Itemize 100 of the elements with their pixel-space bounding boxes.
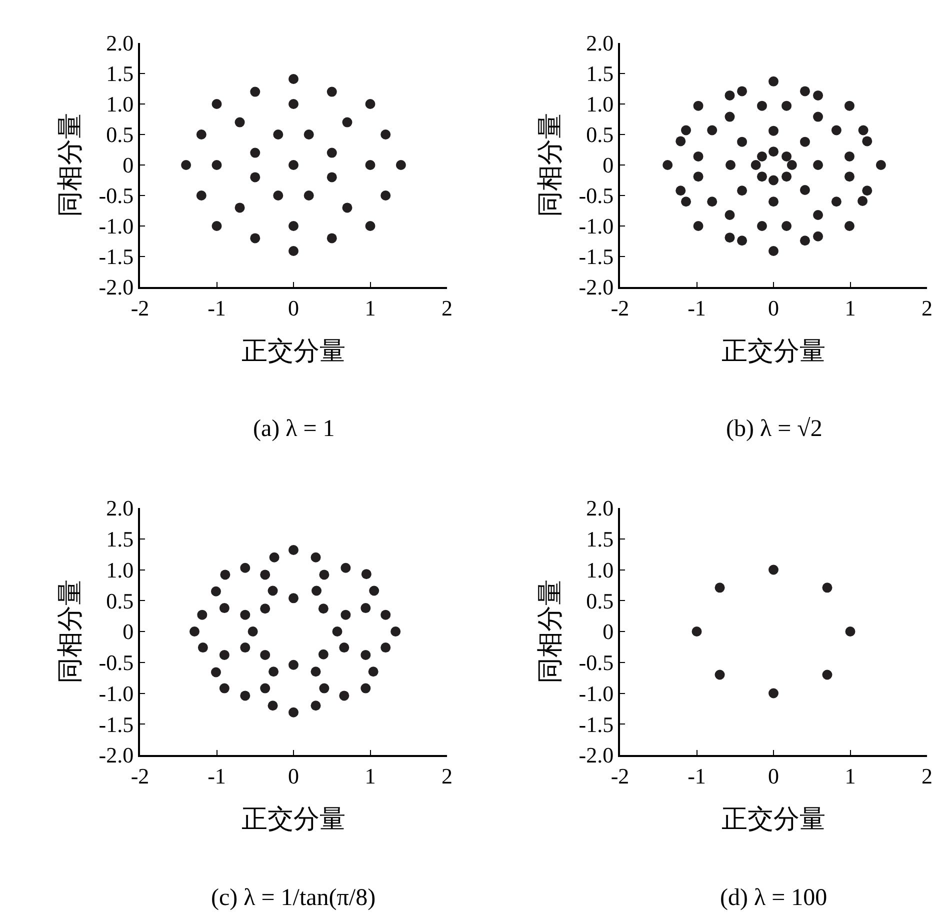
y-tick-label: -1.0 <box>98 214 134 239</box>
point <box>662 160 673 170</box>
point <box>756 100 767 111</box>
point <box>368 666 378 677</box>
x-tick-label: 0 <box>288 763 299 788</box>
point <box>693 100 704 111</box>
point <box>361 569 372 580</box>
point <box>304 130 314 140</box>
y-tick-label: -1.0 <box>578 214 614 239</box>
point <box>756 172 767 182</box>
point <box>724 90 735 100</box>
point <box>844 221 854 231</box>
point <box>219 683 230 694</box>
point <box>273 190 284 200</box>
point <box>800 185 810 196</box>
point <box>380 190 391 200</box>
text: (d) λ = 100 <box>720 885 828 911</box>
point <box>310 666 321 677</box>
point <box>340 610 351 620</box>
point <box>676 186 686 196</box>
y-tick-label: 1.5 <box>106 526 134 552</box>
y-tick-label: -1.5 <box>578 244 614 270</box>
point <box>340 562 351 573</box>
point <box>813 90 824 100</box>
point <box>198 642 208 653</box>
text: (a) λ = 1 <box>253 416 335 442</box>
point <box>268 586 278 596</box>
point <box>726 160 736 170</box>
text: (c) λ = 1/tan(π/8) <box>211 885 376 911</box>
point <box>693 172 704 182</box>
point <box>707 125 718 136</box>
y-tick-label: 1.0 <box>106 92 134 117</box>
point <box>197 610 208 620</box>
point <box>248 626 258 636</box>
point <box>288 246 298 256</box>
point <box>707 196 718 207</box>
y-axis-title: 同相分量 <box>56 113 85 217</box>
y-axis-title: 同相分量 <box>536 113 565 217</box>
point <box>800 136 810 147</box>
x-tick-label: 0 <box>768 295 779 320</box>
point <box>365 160 376 170</box>
y-tick-label: -0.5 <box>578 183 614 208</box>
point <box>369 586 380 596</box>
point <box>844 172 854 182</box>
x-tick-label: 2 <box>442 763 452 788</box>
y-tick-label: 1.0 <box>106 557 134 582</box>
point <box>876 160 886 170</box>
x-tick-label: 2 <box>922 295 932 320</box>
y-tick-label: -1.5 <box>578 712 614 737</box>
point <box>724 232 735 243</box>
x-tick-label: -1 <box>688 763 706 788</box>
point <box>234 202 245 213</box>
point <box>260 650 270 660</box>
x-tick-label: 2 <box>922 763 932 788</box>
point <box>692 626 702 636</box>
point <box>250 148 260 158</box>
point <box>737 86 748 96</box>
point <box>831 196 842 207</box>
point <box>212 221 222 231</box>
point <box>858 125 868 136</box>
point <box>288 707 298 718</box>
point <box>319 683 330 694</box>
point <box>737 186 748 196</box>
point <box>212 99 222 109</box>
y-tick-label: 0.5 <box>586 588 614 614</box>
point <box>210 586 221 596</box>
point <box>288 160 298 170</box>
point <box>396 160 406 170</box>
point <box>693 151 704 162</box>
y-tick-label: 1.5 <box>586 61 614 86</box>
point <box>737 236 748 246</box>
point <box>862 186 872 196</box>
point <box>862 136 872 146</box>
point <box>196 130 206 140</box>
y-tick-label: -1.0 <box>98 680 134 706</box>
point <box>332 626 342 636</box>
point <box>268 666 279 677</box>
point <box>326 86 337 97</box>
point <box>326 148 337 158</box>
y-tick-label: 1.0 <box>586 557 614 582</box>
point <box>339 642 350 653</box>
point <box>310 552 321 562</box>
point <box>756 151 767 162</box>
point <box>268 700 278 711</box>
y-tick-label: -0.5 <box>578 650 614 676</box>
point <box>342 117 352 128</box>
y-tick-label: 1.5 <box>106 61 134 86</box>
y-tick-label: 2.0 <box>106 30 134 56</box>
point <box>288 544 298 555</box>
point <box>681 125 692 136</box>
point <box>250 172 260 182</box>
point <box>250 86 260 97</box>
point <box>326 172 337 182</box>
point <box>390 626 401 636</box>
y-tick-label: -1.5 <box>98 244 134 270</box>
y-tick-label: -1.5 <box>98 712 134 737</box>
point <box>768 196 778 207</box>
point <box>858 196 868 206</box>
point <box>813 210 824 220</box>
point <box>737 136 748 147</box>
